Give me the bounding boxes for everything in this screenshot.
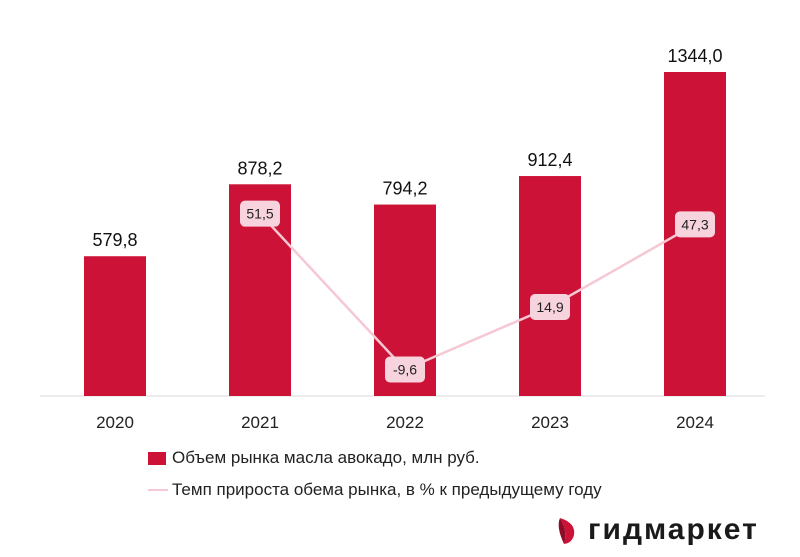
legend-swatch-line — [148, 489, 168, 491]
line-label-box-2021 — [240, 200, 280, 227]
bar-label-2023: 912,4 — [527, 150, 572, 170]
x-tick-2023: 2023 — [531, 413, 569, 432]
legend-swatch-bar — [148, 451, 166, 465]
legend-label-line: Темп прироста обема рынка, в % к предыду… — [172, 480, 602, 499]
chart-plot: 579,8 2020 878,2 2021 794,2 2022 912,4 2023 1344… — [40, 46, 765, 432]
bar-label-2024: 1344,0 — [667, 46, 722, 66]
bar-label-2020: 579,8 — [92, 230, 137, 250]
x-tick-2021: 2021 — [241, 413, 279, 432]
line-label-2023: 14,9 — [536, 299, 563, 315]
line-label-box-2022 — [385, 356, 425, 383]
line-label-2021: 51,5 — [246, 206, 273, 222]
legend-item-bar: Объем рынка масла авокадо, млн руб. — [148, 448, 480, 468]
legend-label-bar: Объем рынка масла авокадо, млн руб. — [172, 448, 480, 467]
bar-label-2021: 878,2 — [237, 158, 282, 178]
logo: гидмаркет — [556, 513, 759, 547]
bar-2023 — [519, 176, 581, 396]
legend-item-line: Темп прироста обема рынка, в % к предыду… — [148, 480, 602, 500]
logo-mark-icon — [558, 518, 575, 544]
x-tick-2022: 2022 — [386, 413, 424, 432]
bar-2020 — [84, 256, 146, 396]
growth-line — [259, 212, 696, 371]
x-tick-2020: 2020 — [96, 413, 134, 432]
line-label-box-2023 — [530, 294, 570, 321]
logo-text: гидмаркет — [588, 513, 759, 546]
line-label-2024: 47,3 — [681, 216, 708, 232]
bar-label-2022: 794,2 — [382, 179, 427, 199]
x-tick-2024: 2024 — [676, 413, 714, 432]
line-label-box-2024 — [675, 211, 715, 238]
line-label-2022: -9,6 — [393, 361, 417, 377]
